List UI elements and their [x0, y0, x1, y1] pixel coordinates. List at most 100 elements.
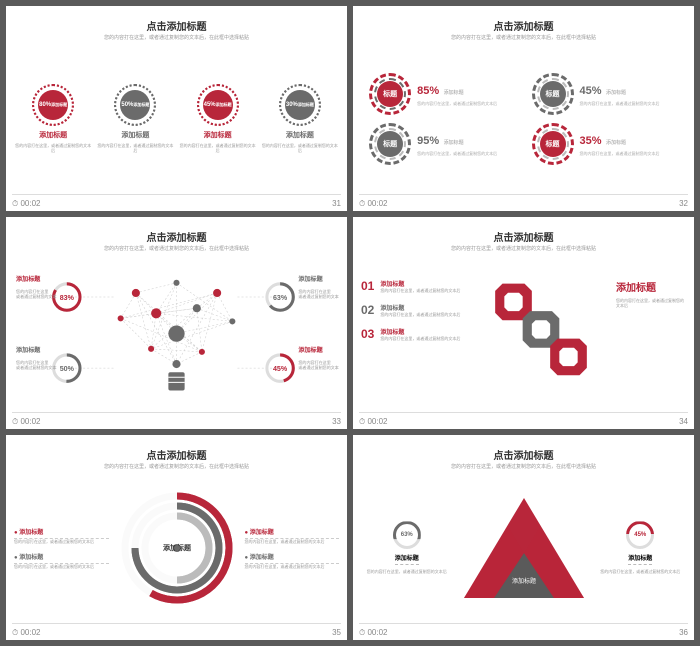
- tri-right-title: 添加标题: [628, 553, 652, 565]
- donut-side-item: ● 添加标题 您的内容打在这里，或者通过复制您的文本后: [14, 527, 109, 544]
- svg-text:63%: 63%: [273, 294, 288, 302]
- dial-percent: 85%: [417, 85, 439, 97]
- donut-layout: ● 添加标题 您的内容打在这里，或者通过复制您的文本后 ● 添加标题 您的内容打…: [14, 488, 339, 608]
- circle-label: 添加标题: [121, 130, 149, 140]
- dial-center: 标题: [540, 131, 566, 157]
- svg-text:您的内容打在这里或者通过复制您的文本: 您的内容打在这里或者通过复制您的文本: [298, 359, 338, 370]
- side-heading: ● 添加标题: [245, 527, 340, 539]
- lightbulb-network-svg: 83%添加标题您的内容打在这里或者通过复制您的文本50%添加标题您的内容打在这里…: [14, 260, 339, 407]
- slide-subtitle: 您的内容打在这里，或者通过复制您的文本后，在此框中选择粘贴: [451, 464, 596, 470]
- svg-text:添加标题: 添加标题: [298, 275, 323, 283]
- dial-percent: 95%: [417, 135, 439, 147]
- chain-text: 添加标题 您的内容打在这里，或者通过复制您的文本后: [380, 279, 466, 293]
- side-desc: 您的内容打在这里，或者通过复制您的文本后: [245, 539, 340, 544]
- slide-32: 点击添加标题 您的内容打在这里，或者通过复制您的文本后，在此框中选择粘贴 标题 …: [353, 6, 694, 211]
- slide-number: 31: [332, 199, 341, 209]
- slide-subtitle: 您的内容打在这里，或者通过复制您的文本后，在此框中选择粘贴: [451, 35, 596, 41]
- tri-right-desc: 您的内容打在这里，或者通过复制您的文本后: [600, 569, 680, 574]
- slide-number: 34: [679, 417, 688, 427]
- side-heading: ● 添加标题: [14, 527, 109, 539]
- chain-list: 01 添加标题 您的内容打在这里，或者通过复制您的文本后 02 添加标题 您的内…: [361, 279, 466, 389]
- slide-35: 点击添加标题 您的内容打在这里，或者通过复制您的文本后，在此框中选择粘贴 ● 添…: [6, 435, 347, 640]
- donut-side-item: ● 添加标题 您的内容打在这里，或者通过复制您的文本后: [245, 552, 340, 569]
- chain-item: 03 添加标题 您的内容打在这里，或者通过复制您的文本后: [361, 327, 466, 341]
- circle-row: .dotted-circ::before{border-color:var(--…: [14, 84, 339, 154]
- slide-number: 35: [332, 628, 341, 638]
- slide-footer: ⏱ 00:02 33: [12, 417, 341, 427]
- slide-title: 点击添加标题: [147, 229, 207, 244]
- chain-links-svg: [476, 279, 606, 389]
- dial-item: 标题 85% 添加标题 您的内容打在这里，或者通过复制您的文本后: [369, 73, 515, 115]
- svg-text:添加标题: 添加标题: [511, 577, 535, 585]
- circle-desc: 您的内容打在这里，或者通过复制您的文本后: [96, 144, 174, 154]
- circle-item: .dotted-circ::before{border-color:var(--…: [96, 84, 174, 154]
- slide-footer: ⏱ 00:02 36: [359, 628, 688, 638]
- slide-subtitle: 您的内容打在这里，或者通过复制您的文本后，在此框中选择粘贴: [104, 246, 249, 252]
- dial-info: 95% 添加标题 您的内容打在这里，或者通过复制您的文本后: [417, 131, 515, 156]
- svg-text:添加标题: 添加标题: [16, 346, 41, 354]
- chain-text: 添加标题 您的内容打在这里，或者通过复制您的文本后: [380, 327, 466, 341]
- dial-info: 35% 添加标题 您的内容打在这里，或者通过复制您的文本后: [580, 131, 678, 156]
- dial-sublabel: 添加标题: [606, 90, 626, 96]
- dashed-dial: 标题: [369, 73, 411, 115]
- svg-text:您的内容打在这里或者通过复制您的文本: 您的内容打在这里或者通过复制您的文本: [16, 288, 56, 299]
- dotted-circle: .dotted-circ::before{border-color:var(--…: [32, 84, 74, 126]
- slide-footer: ⏱ 00:02 34: [359, 417, 688, 427]
- slide-title: 点击添加标题: [147, 18, 207, 33]
- chain-right-desc: 您的内容打在这里，或者通过复制您的文本后: [616, 298, 686, 309]
- dashed-dial: 标题: [369, 123, 411, 165]
- timer-icon: ⏱ 00:02: [12, 199, 41, 209]
- side-heading: ● 添加标题: [245, 552, 340, 564]
- triangle-svg: 添加标题: [459, 488, 589, 608]
- dashed-dial: 标题: [532, 123, 574, 165]
- slide-number: 32: [679, 199, 688, 209]
- svg-text:83%: 83%: [60, 294, 75, 302]
- slide-number: 33: [332, 417, 341, 427]
- side-heading: ● 添加标题: [14, 552, 109, 564]
- svg-text:50%: 50%: [60, 365, 75, 373]
- dial-item: 标题 35% 添加标题 您的内容打在这里，或者通过复制您的文本后: [532, 123, 678, 165]
- tri-right-dial: 45%: [626, 521, 654, 549]
- chain-heading: 添加标题: [380, 303, 466, 312]
- chain-number: 03: [361, 327, 374, 341]
- slide-title: 点击添加标题: [147, 447, 207, 462]
- dial-info: 85% 添加标题 您的内容打在这里，或者通过复制您的文本后: [417, 81, 515, 106]
- circle-label: 添加标题: [286, 130, 314, 140]
- circle-item: .dotted-circ::before{border-color:var(--…: [261, 84, 339, 154]
- slide-title: 点击添加标题: [494, 229, 554, 244]
- slide-subtitle: 您的内容打在这里，或者通过复制您的文本后，在此框中选择粘贴: [104, 35, 249, 41]
- dial-desc: 您的内容打在这里，或者通过复制您的文本后: [417, 101, 515, 106]
- dotted-circle: .dotted-circ::before{border-color:var(--…: [279, 84, 321, 126]
- tri-left: 63% 添加标题 您的内容打在这里，或者通过复制您的文本后: [361, 521, 453, 574]
- dial-percent: 45%: [580, 85, 602, 97]
- circle-desc: 您的内容打在这里，或者通过复制您的文本后: [14, 144, 92, 154]
- dial-sublabel: 添加标题: [444, 90, 464, 96]
- slide-31: 点击添加标题 您的内容打在这里，或者通过复制您的文本后，在此框中选择粘贴 .do…: [6, 6, 347, 211]
- svg-text:您的内容打在这里或者通过复制您的文本: 您的内容打在这里或者通过复制您的文本: [16, 359, 56, 370]
- slide-title: 点击添加标题: [494, 447, 554, 462]
- slide-number: 36: [679, 628, 688, 638]
- dial-desc: 您的内容打在这里，或者通过复制您的文本后: [580, 101, 678, 106]
- slide-footer: ⏱ 00:02 35: [12, 628, 341, 638]
- chain-heading: 添加标题: [380, 279, 466, 288]
- slide-33: 点击添加标题 您的内容打在这里，或者通过复制您的文本后，在此框中选择粘贴 83%…: [6, 217, 347, 429]
- slide-subtitle: 您的内容打在这里，或者通过复制您的文本后，在此框中选择粘贴: [451, 246, 596, 252]
- slide-title: 点击添加标题: [494, 18, 554, 33]
- timer-icon: ⏱ 00:02: [359, 199, 388, 209]
- chain-number: 02: [361, 303, 374, 317]
- donut-left-list: ● 添加标题 您的内容打在这里，或者通过复制您的文本后 ● 添加标题 您的内容打…: [14, 527, 109, 569]
- circle-desc: 您的内容打在这里，或者通过复制您的文本后: [261, 144, 339, 154]
- dial-desc: 您的内容打在这里，或者通过复制您的文本后: [580, 151, 678, 156]
- dial-center: 标题: [540, 81, 566, 107]
- dial-info: 45% 添加标题 您的内容打在这里，或者通过复制您的文本后: [580, 81, 678, 106]
- side-desc: 您的内容打在这里，或者通过复制您的文本后: [245, 564, 340, 569]
- slide-36: 点击添加标题 您的内容打在这里，或者通过复制您的文本后，在此框中选择粘贴 63%…: [353, 435, 694, 640]
- svg-text:45%: 45%: [273, 365, 288, 373]
- donut-right-list: ● 添加标题 您的内容打在这里，或者通过复制您的文本后 ● 添加标题 您的内容打…: [245, 527, 340, 569]
- dial-percent: 35%: [580, 135, 602, 147]
- dial-item: 标题 95% 添加标题 您的内容打在这里，或者通过复制您的文本后: [369, 123, 515, 165]
- side-desc: 您的内容打在这里，或者通过复制您的文本后: [14, 539, 109, 544]
- chain-heading: 添加标题: [380, 327, 466, 336]
- dial-sublabel: 添加标题: [606, 140, 626, 146]
- chain-desc: 您的内容打在这里，或者通过复制您的文本后: [380, 336, 466, 341]
